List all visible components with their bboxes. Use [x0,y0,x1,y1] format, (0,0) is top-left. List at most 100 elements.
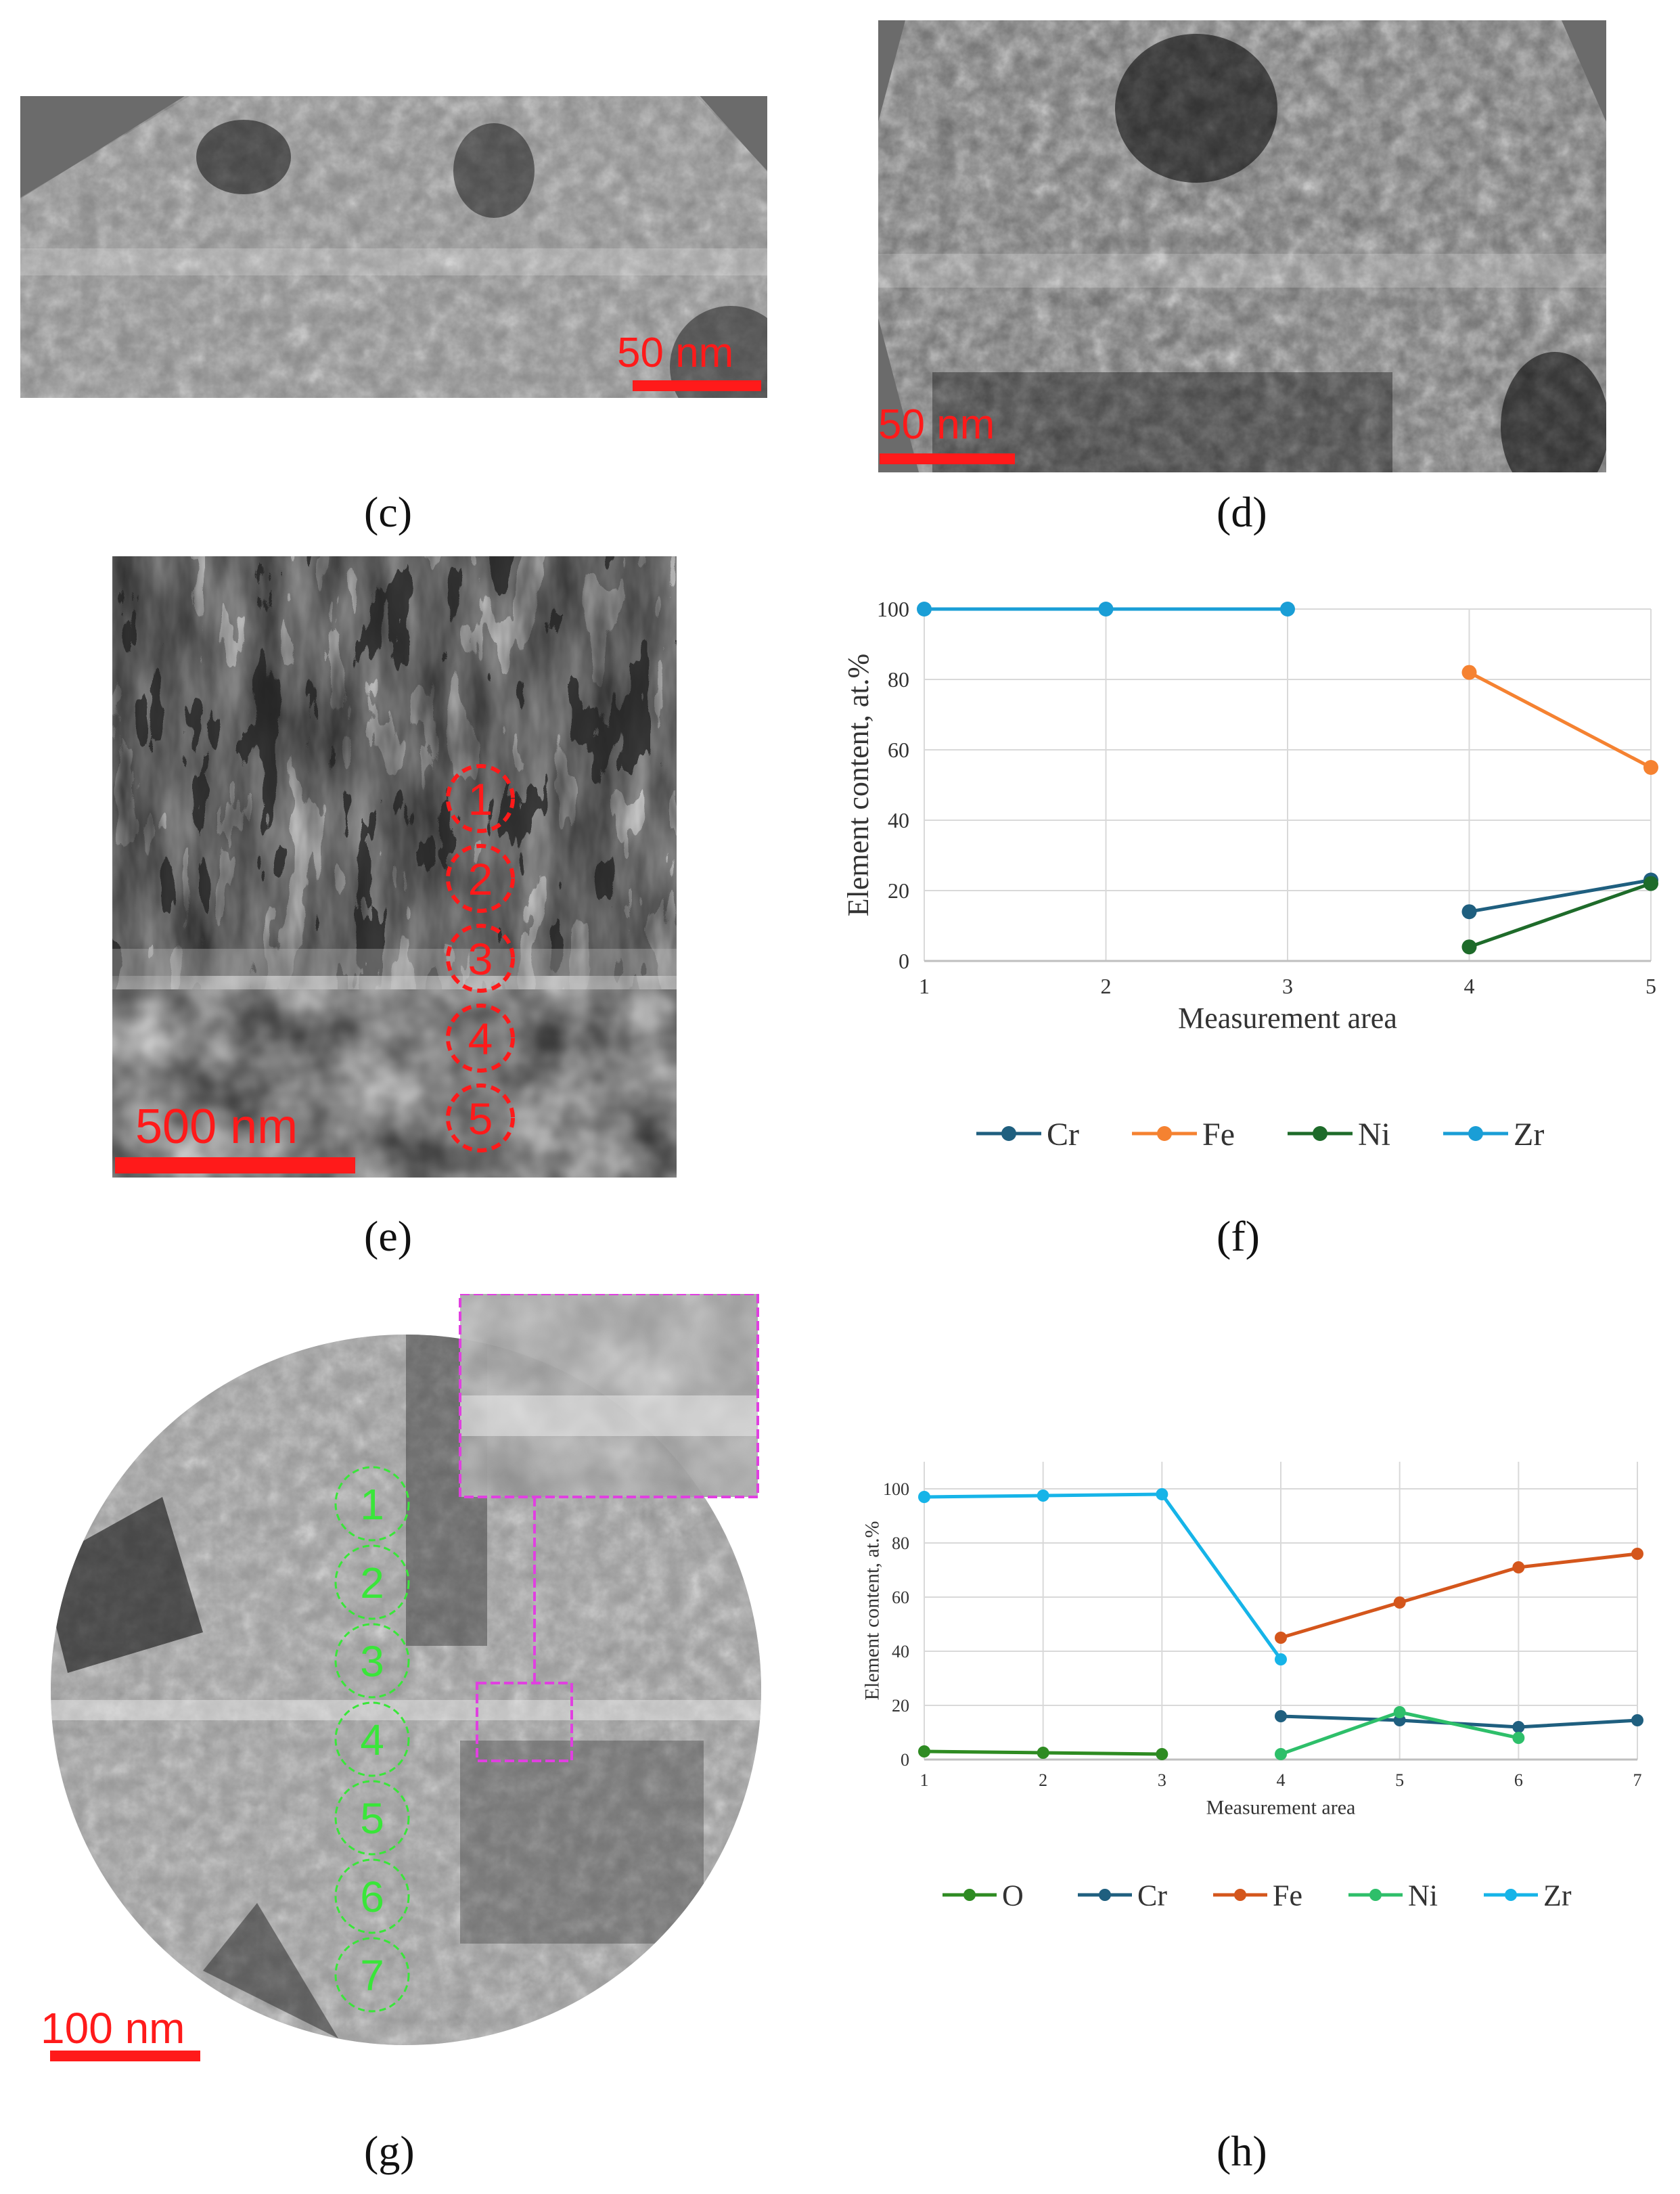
x-tick-label: 5 [1395,1770,1404,1790]
data-point-zr [1156,1488,1168,1500]
y-axis-label: Element content, at.% [861,1521,883,1701]
marker-label-2: 2 [468,854,493,904]
marker-label-2: 2 [360,1559,384,1607]
data-point-zr [1098,602,1114,617]
data-point-fe [1393,1596,1406,1609]
marker-label-1: 1 [360,1480,384,1529]
marker-circle-5 [334,1780,410,1856]
legend-marker-zr [1505,1889,1517,1901]
x-tick-label: 2 [1039,1770,1047,1790]
y-tick-label: 60 [892,1588,909,1607]
marker-label-1: 1 [468,774,493,824]
series-line-cr [1469,878,1652,914]
scale-bar-label-e: 500 nm [135,1100,298,1154]
y-tick-label: 100 [877,597,909,621]
markers-g: 1 2 3 4 5 6 7 [334,1466,410,2013]
marker-circle-5 [446,1083,515,1152]
y-tick-label: 100 [883,1479,909,1499]
x-tick-label: 7 [1633,1770,1642,1790]
legend-label-fe: Fe [1273,1879,1302,1912]
legend-marker-cr [1099,1889,1111,1901]
scale-bar-c [633,380,761,391]
data-point-ni [1393,1706,1406,1718]
x-axis-label: Measurement area [1178,1002,1397,1035]
legend-marker-o [963,1889,976,1901]
marker-circle-4 [334,1701,410,1777]
markers-e: 1 2 3 4 5 [446,764,515,1152]
y-tick-label: 20 [888,878,909,903]
y-tick-label: 20 [892,1696,909,1716]
scale-bar-label-d: 50 nm [878,401,995,448]
scale-bar-label-g: 100 nm [41,2004,185,2053]
data-point-zr [918,1491,930,1503]
scale-bar-e [115,1157,355,1173]
legend-label-fe: Fe [1202,1117,1235,1152]
scale-bar-label-c: 50 nm [617,330,734,376]
x-tick-label: 1 [919,974,930,998]
legend-label-o: O [1002,1879,1024,1912]
tem-image-e [112,556,677,1178]
scale-bar-d [880,453,1015,464]
data-point-fe [1461,665,1477,680]
x-tick-label: 3 [1282,974,1293,998]
y-tick-label: 0 [899,949,909,973]
legend-marker-fe [1157,1126,1172,1141]
series-line-ni [1468,882,1652,949]
data-point-fe [1631,1548,1643,1560]
chart-f: 0 20 40 60 80 100 1 2 3 4 5 Measurement area Element… [805,568,1664,1181]
chart-h-svg: 0 20 40 60 80 100 1 2 3 4 5 6 7 Measurement area Eleme… [861,1462,1643,1912]
y-tick-label: 40 [892,1642,909,1661]
data-point-fe [1275,1632,1287,1644]
data-point-cr [1631,1714,1643,1726]
y-tick-label: 40 [888,808,909,832]
marker-circle-4 [446,1004,515,1073]
tem-image-g [27,1294,771,2072]
x-tick-label: 1 [920,1770,929,1790]
legend-label-cr: Cr [1137,1879,1167,1912]
series-line-fe [1468,671,1652,769]
legend-marker-cr [1001,1126,1016,1141]
legend-marker-ni [1313,1126,1327,1141]
data-point-ni [1275,1748,1287,1760]
y-tick-label: 80 [892,1533,909,1553]
tem-image-d [878,20,1606,472]
y-tick-label: 0 [901,1750,909,1770]
x-tick-label: 2 [1101,974,1112,998]
legend-label-ni: Ni [1358,1117,1390,1152]
y-tick-label: 60 [888,738,909,762]
y-tick-label: 80 [888,667,909,692]
caption-h: (h) [1217,2127,1267,2175]
caption-d: (d) [1217,488,1267,536]
data-point-zr [1037,1490,1049,1502]
marker-label-5: 5 [468,1094,493,1144]
marker-circle-3 [334,1623,410,1699]
y-axis-label: Element content, at.% [842,654,875,917]
x-tick-label: 4 [1277,1770,1286,1790]
legend-label-cr: Cr [1047,1117,1079,1152]
legend-label-zr: Zr [1543,1879,1572,1912]
legend-marker-ni [1369,1889,1382,1901]
caption-f: (f) [1217,1212,1260,1260]
x-tick-label: 4 [1464,974,1475,998]
data-point-ni [1512,1732,1525,1744]
marker-circle-6 [334,1858,410,1934]
legend-label-ni: Ni [1408,1879,1438,1912]
legend-marker-zr [1468,1126,1483,1141]
x-tick-label: 5 [1645,974,1656,998]
data-point-cr [1275,1710,1287,1722]
x-tick-label: 3 [1158,1770,1166,1790]
caption-g: (g) [364,2127,415,2175]
x-axis-label: Measurement area [1206,1797,1356,1819]
marker-circle-2 [334,1544,410,1620]
legend-marker-fe [1234,1889,1246,1901]
marker-circle-1 [446,764,515,833]
marker-label-4: 4 [360,1716,384,1764]
data-point-o [1037,1747,1049,1759]
tem-image-c [20,96,767,398]
data-point-ni [1461,939,1477,955]
data-point-zr [1275,1653,1287,1665]
series-line-zr [924,1492,1283,1661]
marker-label-7: 7 [360,1951,384,2000]
scale-bar-g [50,2051,200,2061]
marker-label-5: 5 [360,1794,384,1843]
